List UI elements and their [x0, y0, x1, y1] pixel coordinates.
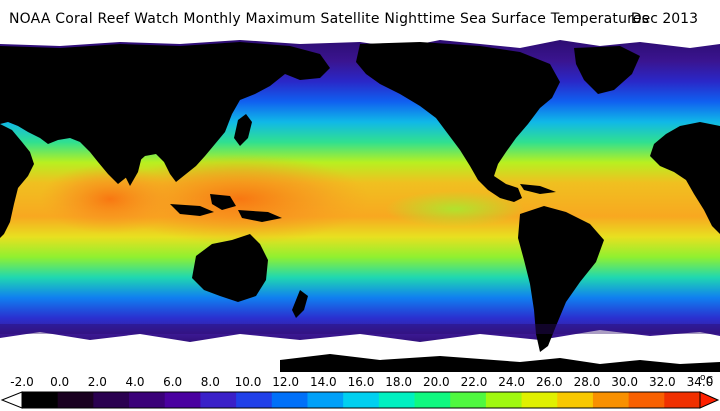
- colorbar-segment: [236, 392, 273, 408]
- land-japan: [234, 114, 252, 146]
- colorbar-segment: [521, 392, 558, 408]
- colorbar-tick-label: 16.0: [347, 375, 375, 389]
- map-date: Dec 2013: [630, 11, 698, 27]
- colorbar-tick-label: 32.0: [648, 375, 676, 389]
- colorbar-segment: [378, 392, 416, 408]
- land-greenland: [574, 46, 640, 94]
- unit-label: C: [706, 375, 713, 386]
- colorbar-segment: [557, 392, 594, 408]
- land-new-zealand: [292, 290, 308, 318]
- colorbar-tick-label: 26.0: [535, 375, 563, 389]
- colorbar-tick-label: 20.0: [422, 375, 450, 389]
- colorbar-tick-label: 10.0: [234, 375, 262, 389]
- land-masses: [0, 42, 720, 372]
- colorbar-outline: [21, 391, 701, 409]
- colorbar-segment: [93, 392, 130, 408]
- colorbar-tick-label: 12.0: [272, 375, 300, 389]
- land-africa-west: [650, 122, 720, 234]
- colorbar-segment: [592, 392, 630, 408]
- colorbar: -2.0 0.0 2.0 4.0 6.0 8.0 10.0 12.0 14.0 16.0 18.0 2…: [0, 372, 720, 411]
- land-cuba: [520, 184, 556, 194]
- colorbar-segment: [164, 392, 201, 408]
- colorbar-tick-label: 28.0: [573, 375, 601, 389]
- colorbar-tick-label: 0.0: [50, 375, 70, 389]
- land-north-america: [356, 42, 560, 202]
- land-south-america: [518, 206, 604, 352]
- colorbar-tick-label: 22.0: [460, 375, 488, 389]
- colorbar-segment: [450, 392, 487, 408]
- land-antarctica: [280, 354, 720, 372]
- colorbar-tick-label: 6.0: [163, 375, 183, 389]
- colorbar-segment: [664, 392, 701, 408]
- colorbar-tick-label: 14.0: [309, 375, 337, 389]
- colorbar-segment: [57, 392, 94, 408]
- colorbar-tick-label: 30.0: [611, 375, 639, 389]
- colorbar-segment: [129, 392, 166, 408]
- land-australia: [192, 234, 268, 302]
- arctic-ice: [0, 34, 720, 48]
- colorbar-ticks: -2.0 0.0 2.0 4.0 6.0 8.0 10.0 12.0 14.0 16.0 18.0 2…: [0, 373, 720, 391]
- land-india: [118, 146, 142, 186]
- colorbar-segment: [200, 392, 237, 408]
- colorbar-segment: [414, 392, 451, 408]
- land-eurasia: [0, 42, 330, 184]
- colorbar-segment: [22, 392, 59, 408]
- colorbar-segment: [343, 392, 380, 408]
- land-indonesia: [170, 194, 282, 222]
- colorbar-tick-label: 8.0: [200, 375, 220, 389]
- colorbar-tick-label: -2.0: [10, 375, 34, 389]
- southern-ocean-band: [0, 324, 720, 334]
- land-africa: [0, 124, 34, 238]
- colorbar-segment: [628, 392, 665, 408]
- colorbar-tick-label: 2.0: [87, 375, 107, 389]
- colorbar-tick-label: 18.0: [385, 375, 413, 389]
- colorbar-above-arrow: [699, 391, 720, 409]
- colorbar-below-arrow: [0, 391, 23, 409]
- unit-degree-symbol: o: [700, 373, 706, 383]
- colorbar-tick-label: 34.0: [686, 375, 714, 389]
- colorbar-segment: [485, 392, 523, 408]
- cool-tongue-east-pacific: [385, 191, 525, 227]
- warm-pool-indian: [40, 164, 180, 234]
- colorbar-segment: [307, 392, 344, 408]
- colorbar-segment: [271, 392, 308, 408]
- map-title: NOAA Coral Reef Watch Monthly Maximum Sa…: [9, 11, 650, 27]
- sst-map: [0, 34, 720, 372]
- colorbar-bar: [0, 391, 720, 409]
- colorbar-tick-label: 4.0: [125, 375, 145, 389]
- colorbar-tick-label: 24.0: [498, 375, 526, 389]
- title-bar: NOAA Coral Reef Watch Monthly Maximum Sa…: [0, 0, 720, 34]
